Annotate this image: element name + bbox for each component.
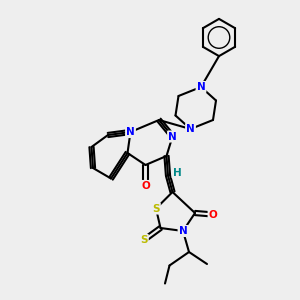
- Text: O: O: [208, 209, 217, 220]
- Text: S: S: [152, 203, 160, 214]
- Text: N: N: [196, 82, 206, 92]
- Text: H: H: [172, 167, 182, 178]
- Text: O: O: [141, 181, 150, 191]
- Text: N: N: [178, 226, 188, 236]
- Text: N: N: [186, 124, 195, 134]
- Text: N: N: [126, 127, 135, 137]
- Text: S: S: [140, 235, 148, 245]
- Text: N: N: [168, 131, 177, 142]
